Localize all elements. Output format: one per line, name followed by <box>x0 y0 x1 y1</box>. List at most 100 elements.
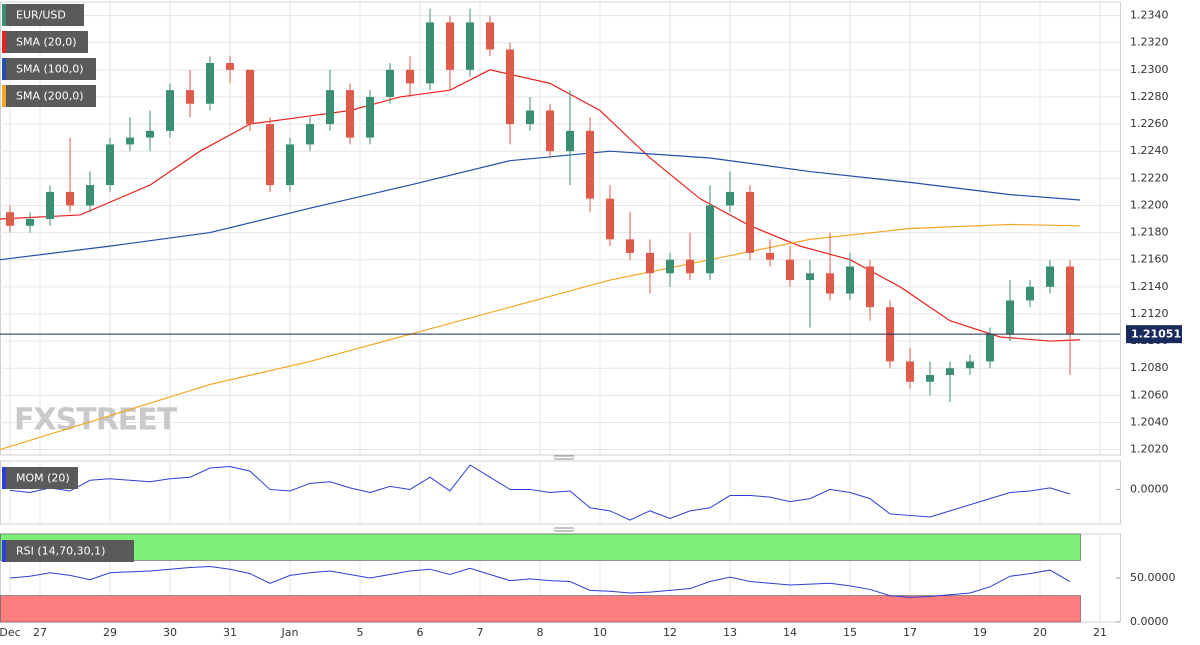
x-tick-label: 27 <box>33 626 47 639</box>
x-tick-label: 7 <box>477 626 484 639</box>
legend-label: EUR/USD <box>16 9 66 22</box>
candle-body <box>486 22 494 50</box>
candle-body <box>926 374 934 382</box>
y-tick-label: 1.2240 <box>1130 144 1169 157</box>
candle-body <box>366 96 374 138</box>
candle-body <box>226 63 234 70</box>
y-tick-label: 50.0000 <box>1130 571 1176 584</box>
legend-label: SMA (20,0) <box>16 36 77 49</box>
candle-body <box>1046 266 1054 287</box>
candle-body <box>106 144 114 186</box>
candle-body <box>386 69 394 97</box>
x-tick-label: 29 <box>103 626 117 639</box>
candle-body <box>286 144 294 186</box>
candle-body <box>426 22 434 84</box>
candle-body <box>606 198 614 240</box>
legend-box <box>2 85 96 107</box>
y-tick-label: 1.2120 <box>1130 307 1169 320</box>
x-tick-label: 5 <box>357 626 364 639</box>
candle-body <box>746 191 754 253</box>
candle-body <box>1006 300 1014 335</box>
candle-body <box>1026 286 1034 301</box>
x-tick-label: 31 <box>223 626 237 639</box>
candle-body <box>306 124 314 145</box>
x-tick-label: 20 <box>1033 626 1047 639</box>
sma-line <box>0 150 1081 261</box>
legend-swatch <box>2 31 6 53</box>
candle-body <box>986 334 994 362</box>
candle-body <box>526 110 534 125</box>
legend-label: SMA (200,0) <box>16 90 84 103</box>
candle-body <box>646 252 654 274</box>
candle-body <box>906 361 914 382</box>
x-tick-label: 17 <box>903 626 917 639</box>
y-tick-label: 1.2220 <box>1130 171 1169 184</box>
legend-box <box>2 4 84 26</box>
candle-body <box>46 191 54 220</box>
legend-box <box>2 467 78 489</box>
legend-swatch <box>2 467 6 489</box>
last-price-box <box>1126 325 1182 344</box>
candle-body <box>266 124 274 186</box>
x-tick-label: 13 <box>723 626 737 639</box>
candle-body <box>846 266 854 294</box>
y-tick-label: 0.0000 <box>1130 482 1169 495</box>
y-tick-label: 1.2140 <box>1130 280 1169 293</box>
legend-box <box>2 58 96 80</box>
legend-swatch <box>2 4 6 26</box>
x-tick-label: Dec <box>0 626 21 639</box>
y-tick-label: 1.2340 <box>1130 9 1169 22</box>
band <box>0 595 1081 623</box>
x-tick-label: 12 <box>663 626 677 639</box>
candle-body <box>626 239 634 253</box>
legend-swatch <box>2 58 6 80</box>
x-tick-label: 19 <box>973 626 987 639</box>
candle-body <box>206 63 214 104</box>
legend-label: SMA (100,0) <box>16 63 84 76</box>
candle-body <box>586 130 594 199</box>
x-tick-label: 14 <box>783 626 797 639</box>
y-tick-label: 1.2260 <box>1130 117 1169 130</box>
candle-body <box>26 219 34 226</box>
legend-box <box>2 540 134 562</box>
band <box>0 533 1081 561</box>
candle-body <box>1066 266 1074 335</box>
candle-body <box>686 259 694 274</box>
candle-body <box>946 368 954 375</box>
x-tick-label: Jan <box>281 626 299 639</box>
legend-box <box>2 31 88 53</box>
candle-body <box>406 69 414 84</box>
sma-line <box>0 223 1081 451</box>
candle-body <box>566 130 574 152</box>
candle-body <box>186 90 194 104</box>
candle-body <box>6 212 14 226</box>
candle-body <box>866 266 874 308</box>
last-price-label: 1.21051 <box>1131 328 1181 341</box>
candle-body <box>726 191 734 206</box>
x-tick-label: 21 <box>1093 626 1107 639</box>
candle-body <box>86 185 94 206</box>
legend-swatch <box>2 85 6 107</box>
candle-body <box>826 273 834 294</box>
y-tick-label: 1.2300 <box>1130 63 1169 76</box>
legend-label: MOM (20) <box>16 472 70 485</box>
panel-frame <box>0 460 1121 525</box>
y-tick-label: 1.2060 <box>1130 388 1169 401</box>
candle-body <box>506 49 514 125</box>
candle-body <box>786 259 794 281</box>
y-tick-label: 1.2200 <box>1130 198 1169 211</box>
candle-body <box>766 252 774 260</box>
separators <box>554 455 574 532</box>
indicator-line <box>9 464 1071 521</box>
x-tick-label: 6 <box>417 626 424 639</box>
candle-body <box>706 205 714 274</box>
y-tick-label: 0.0000 <box>1130 615 1169 628</box>
candle-body <box>466 22 474 70</box>
x-tick-label: 10 <box>593 626 607 639</box>
candle-body <box>146 130 154 138</box>
y-tick-label: 1.2180 <box>1130 226 1169 239</box>
y-tick-label: 1.2080 <box>1130 361 1169 374</box>
candle-body <box>966 361 974 369</box>
candle-body <box>546 110 554 152</box>
